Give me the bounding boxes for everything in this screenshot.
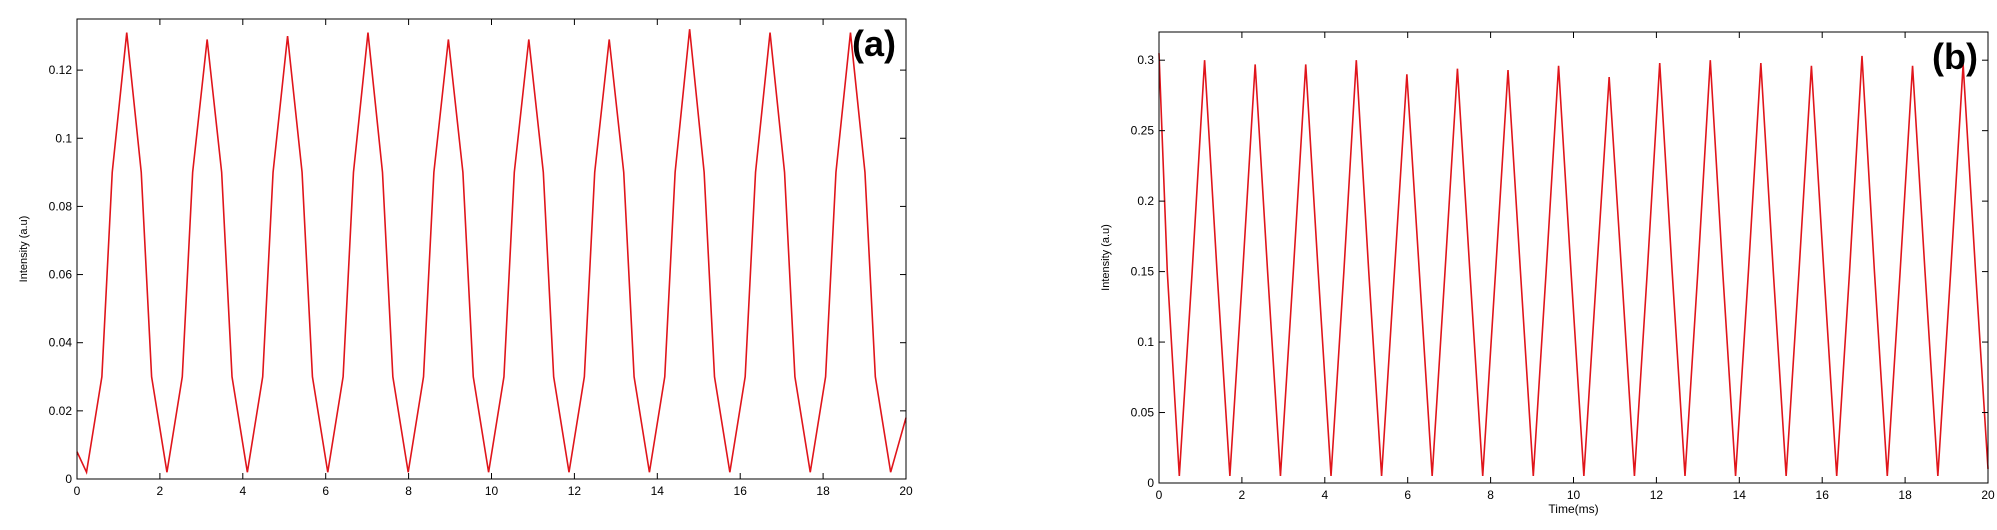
x-tick-label: 16 — [1816, 488, 1830, 502]
y-tick-label: 0.12 — [49, 63, 73, 77]
panel-label: (a) — [852, 23, 896, 64]
x-tick-label: 12 — [1650, 488, 1664, 502]
x-tick-label: 10 — [1567, 488, 1581, 502]
axes-frame — [1158, 31, 1989, 484]
y-tick-label: 0.06 — [49, 268, 73, 282]
x-tick-label: 4 — [239, 484, 246, 498]
y-tick-label: 0 — [65, 472, 72, 486]
y-axis-label: Intensity (a.u) — [18, 216, 30, 283]
x-tick-label: 8 — [405, 484, 412, 498]
y-axis-label: Intensity (a.u) — [1100, 224, 1112, 291]
y-tick-label: 0.25 — [1131, 124, 1155, 138]
x-tick-label: 18 — [1898, 488, 1912, 502]
y-tick-label: 0.05 — [1131, 406, 1155, 420]
x-tick-label: 14 — [651, 484, 665, 498]
x-tick-label: 6 — [1404, 488, 1411, 502]
y-tick-label: 0.15 — [1131, 265, 1155, 279]
x-tick-label: 18 — [816, 484, 830, 498]
y-tick-label: 0.02 — [49, 404, 73, 418]
x-tick-label: 8 — [1487, 488, 1494, 502]
y-tick-label: 0.08 — [49, 199, 73, 213]
y-tick-label: 0.1 — [55, 131, 72, 145]
x-tick-label: 0 — [74, 484, 81, 498]
x-tick-label: 12 — [568, 484, 582, 498]
y-tick-label: 0.1 — [1137, 335, 1154, 349]
x-tick-label: 16 — [734, 484, 748, 498]
x-tick-label: 14 — [1733, 488, 1747, 502]
x-tick-label: 20 — [899, 484, 913, 498]
panel-label: (b) — [1932, 36, 1978, 77]
y-tick-label: 0.04 — [49, 336, 73, 350]
intensity-line — [76, 29, 907, 475]
x-tick-label: 2 — [157, 484, 164, 498]
x-tick-label: 2 — [1239, 488, 1246, 502]
x-axis-label: Time(ms) — [1548, 502, 1598, 516]
intensity-line — [1158, 53, 1989, 477]
y-tick-label: 0.2 — [1137, 194, 1154, 208]
x-tick-label: 20 — [1981, 488, 1995, 502]
x-tick-label: 0 — [1156, 488, 1163, 502]
x-tick-label: 6 — [322, 484, 329, 498]
y-tick-label: 0.3 — [1137, 53, 1154, 67]
x-tick-label: 10 — [485, 484, 499, 498]
x-tick-label: 4 — [1321, 488, 1328, 502]
y-tick-label: 0 — [1147, 476, 1154, 490]
